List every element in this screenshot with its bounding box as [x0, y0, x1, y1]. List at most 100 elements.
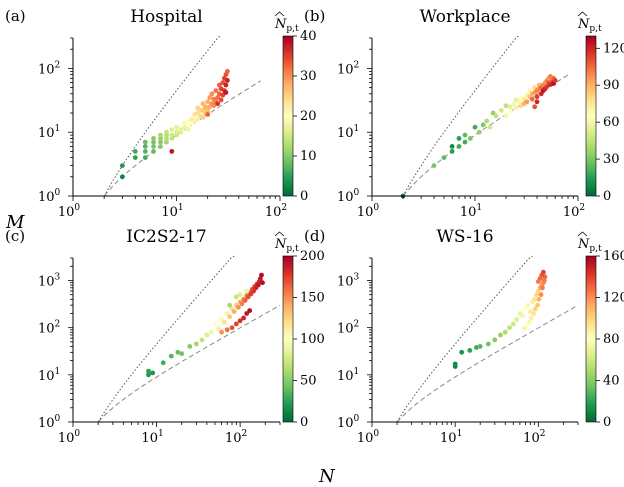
data-point — [474, 345, 479, 350]
data-point — [169, 136, 175, 141]
y-tick-label: 103 — [337, 273, 360, 290]
colorbar-tick-label: 30 — [300, 69, 317, 84]
x-tick-label: 101 — [141, 429, 163, 446]
data-point — [209, 91, 215, 97]
data-point — [160, 360, 166, 366]
panel-a: 100 101 102 100 101 102 Hospital (a) 0 10 20 30 40Np… — [5, 7, 317, 220]
data-point — [503, 113, 509, 119]
data-point — [235, 304, 241, 310]
colorbar-tick-label: 40 — [603, 374, 620, 389]
data-point — [151, 149, 156, 154]
y-tick-label: 102 — [38, 60, 60, 77]
colorbar-tick-label: 50 — [300, 374, 317, 389]
data-point — [452, 361, 458, 367]
data-point — [224, 311, 230, 316]
data-point — [222, 319, 227, 325]
data-point — [513, 105, 519, 111]
colorbar-title-hat — [577, 11, 588, 17]
data-point — [200, 115, 206, 120]
data-point — [507, 104, 513, 110]
data-point — [260, 280, 265, 286]
data-point — [510, 321, 516, 327]
colorbar-title: Np,t — [274, 237, 299, 254]
data-point — [146, 368, 151, 374]
data-point — [552, 78, 558, 83]
colorbar-tick-label: 80 — [603, 332, 620, 347]
data-point — [217, 82, 222, 88]
x-tick-label: 100 — [357, 203, 380, 220]
data-point — [185, 127, 191, 132]
data-point — [520, 313, 526, 318]
data-point — [462, 132, 468, 138]
panel-title: Hospital — [130, 7, 203, 27]
colorbar-tick-label: 20 — [300, 109, 317, 124]
colorbar-title-hat — [274, 11, 285, 17]
data-point — [531, 311, 537, 316]
colorbar-tick-label: 0 — [603, 415, 611, 430]
x-tick-label: 102 — [563, 203, 585, 220]
data-point — [142, 144, 148, 149]
reference-line-dotted — [396, 255, 533, 423]
reference-line-dotted — [103, 34, 222, 197]
data-point — [215, 95, 221, 100]
data-point — [158, 136, 163, 141]
y-axis-label: M — [5, 212, 25, 233]
data-point — [449, 149, 455, 154]
data-point — [237, 318, 243, 324]
x-tick-label: 100 — [357, 429, 380, 446]
data-point — [164, 129, 169, 135]
data-point — [205, 99, 211, 105]
data-point — [485, 341, 491, 347]
data-point — [532, 306, 538, 312]
data-point — [182, 124, 188, 130]
data-point — [529, 96, 535, 102]
reference-line-dashed — [97, 304, 281, 423]
data-point — [233, 294, 239, 300]
panel-d: 100 101 102 100 101 102 103 WS-16 (d) 0 40 80 120 160… — [304, 227, 624, 446]
colorbar-title: Np,t — [274, 17, 299, 34]
data-point — [525, 302, 531, 308]
data-point — [534, 94, 540, 100]
y-tick-label: 101 — [38, 367, 60, 384]
x-tick-label: 102 — [523, 429, 545, 446]
data-point — [239, 301, 245, 307]
data-point — [169, 132, 175, 138]
data-point — [182, 120, 188, 126]
data-point — [194, 341, 199, 347]
data-point — [142, 149, 148, 154]
y-tick-label: 102 — [38, 320, 60, 337]
data-point — [449, 144, 455, 149]
colorbar-tick-label: 120 — [603, 291, 624, 306]
data-point — [492, 337, 498, 343]
data-point — [207, 95, 213, 100]
data-point — [199, 337, 205, 343]
y-tick-label: 100 — [337, 188, 360, 205]
data-point — [237, 292, 243, 298]
data-point — [247, 308, 253, 313]
data-point — [151, 144, 156, 149]
colorbar — [282, 255, 294, 423]
data-point — [536, 296, 542, 302]
data-point — [223, 82, 229, 88]
colorbar-tick-label: 60 — [603, 115, 620, 130]
data-point — [528, 315, 534, 321]
data-point — [514, 317, 520, 322]
y-tick-label: 100 — [38, 188, 61, 205]
data-point — [227, 302, 233, 308]
data-point — [244, 288, 250, 294]
colorbar-title-hat — [577, 231, 588, 237]
data-point — [532, 296, 537, 302]
data-point — [480, 122, 486, 128]
data-point — [526, 319, 532, 325]
x-tick-label: 101 — [460, 203, 482, 220]
data-point — [535, 279, 541, 284]
data-point — [231, 309, 237, 314]
data-point — [498, 332, 503, 338]
data-point — [233, 321, 239, 327]
data-point — [241, 315, 247, 321]
x-tick-label: 102 — [265, 203, 287, 220]
panel-title: IC2S2-17 — [126, 227, 206, 247]
data-point — [151, 136, 156, 141]
data-point — [219, 329, 225, 335]
data-point — [511, 101, 517, 107]
